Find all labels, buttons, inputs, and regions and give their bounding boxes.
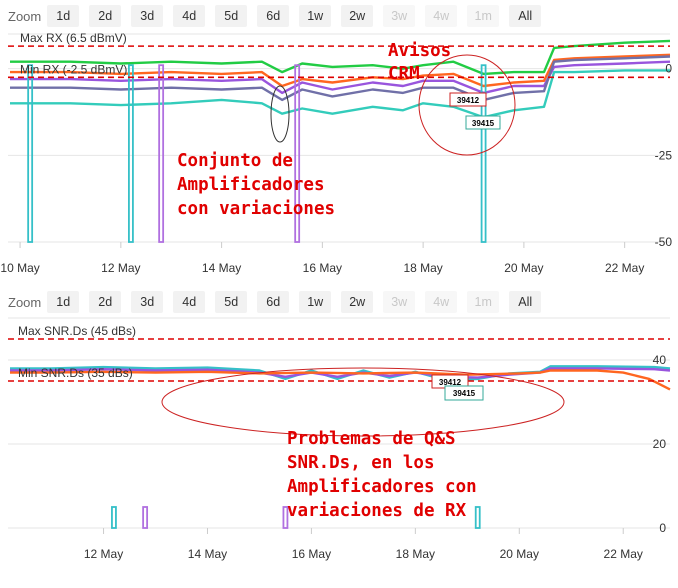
drop-line bbox=[282, 506, 289, 529]
zoom-bar-bottom: Zoom 1d 2d 3d 4d 5d 6d 1w 2w 3w 4w 1m All bbox=[0, 290, 551, 314]
threshold-label: Min RX (-2.5 dBmV) bbox=[20, 62, 127, 76]
x-tick-label: 10 May bbox=[0, 261, 39, 275]
zoom-button-4w: 4w bbox=[425, 5, 458, 27]
drop-line bbox=[111, 506, 117, 529]
tag-39412-snr: 39412 bbox=[431, 374, 469, 389]
note-conjunto-2: Amplificadores bbox=[177, 175, 325, 195]
series-slate-line bbox=[10, 55, 671, 102]
series-orange-line bbox=[10, 369, 671, 391]
snr-chart: Max SNR.Ds (45 dBs) Min SNR.Ds (35 dBs) 4… bbox=[8, 317, 671, 561]
svg-text:39412: 39412 bbox=[457, 96, 480, 105]
zoom-button-5d[interactable]: 5d bbox=[215, 291, 248, 313]
crm-circle bbox=[418, 54, 516, 156]
note-problemas-2: SNR.Ds, en los bbox=[287, 453, 435, 473]
zoom-button-1w[interactable]: 1w bbox=[299, 5, 332, 27]
note-problemas-4: variaciones de RX bbox=[287, 501, 467, 521]
zoom-button-3d[interactable]: 3d bbox=[131, 5, 164, 27]
zoom-button-2d[interactable]: 2d bbox=[89, 5, 122, 27]
drop-line bbox=[294, 64, 301, 243]
y-tick-label: -25 bbox=[655, 148, 673, 162]
tag-39415: 39415 bbox=[465, 115, 501, 130]
note-problemas-1: Problemas de Q&S bbox=[287, 429, 456, 449]
note-conjunto-1: Conjunto de bbox=[177, 151, 293, 171]
amp-ellipse bbox=[270, 85, 290, 143]
rx-chart: Max RX (6.5 dBmV) Min RX (-2.5 dBmV) 0 -25… bbox=[0, 31, 673, 275]
zoom-button-5d[interactable]: 5d bbox=[215, 5, 248, 27]
x-tick-label: 16 May bbox=[303, 261, 342, 275]
zoom-button-2d[interactable]: 2d bbox=[89, 291, 122, 313]
x-tick-label: 22 May bbox=[604, 547, 643, 561]
zoom-label: Zoom bbox=[8, 8, 42, 24]
x-tick-label: 16 May bbox=[292, 547, 331, 561]
tag-39415-snr: 39415 bbox=[444, 385, 484, 401]
drop-line bbox=[128, 64, 134, 243]
zoom-button-3w: 3w bbox=[383, 5, 416, 27]
y-tick-label: 0 bbox=[659, 521, 666, 535]
drop-line bbox=[142, 506, 149, 529]
note-conjunto-3: con variaciones bbox=[177, 199, 335, 219]
snr-problem-ellipse bbox=[161, 367, 565, 437]
zoom-button-1m: 1m bbox=[467, 5, 500, 27]
zoom-bar-top: Zoom 1d 2d 3d 4d 5d 6d 1w 2w 3w 4w 1m All bbox=[0, 4, 551, 28]
threshold-label: Min SNR.Ds (35 dBs) bbox=[18, 366, 133, 380]
svg-text:39415: 39415 bbox=[453, 389, 476, 398]
x-tick-label: 18 May bbox=[396, 547, 435, 561]
zoom-button-6d[interactable]: 6d bbox=[257, 5, 290, 27]
x-tick-label: 22 May bbox=[605, 261, 644, 275]
drop-line bbox=[474, 506, 481, 529]
zoom-button-1w[interactable]: 1w bbox=[299, 291, 332, 313]
svg-text:39412: 39412 bbox=[439, 378, 462, 387]
y-tick-label: -50 bbox=[655, 235, 673, 249]
zoom-button-1d[interactable]: 1d bbox=[47, 291, 80, 313]
zoom-button-3d[interactable]: 3d bbox=[131, 291, 164, 313]
x-tick-label: 18 May bbox=[403, 261, 442, 275]
zoom-label: Zoom bbox=[8, 294, 42, 310]
x-tick-label: 12 May bbox=[84, 547, 123, 561]
zoom-button-1d[interactable]: 1d bbox=[47, 5, 80, 27]
zoom-button-all[interactable]: All bbox=[509, 5, 542, 27]
threshold-label: Max SNR.Ds (45 dBs) bbox=[18, 324, 136, 338]
x-tick-label: 14 May bbox=[202, 261, 241, 275]
series-green-line bbox=[10, 39, 671, 76]
zoom-button-6d[interactable]: 6d bbox=[257, 291, 290, 313]
y-tick-label: 40 bbox=[653, 353, 667, 367]
drop-line bbox=[480, 64, 487, 243]
zoom-button-2w[interactable]: 2w bbox=[341, 291, 374, 313]
zoom-button-4w: 4w bbox=[425, 291, 458, 313]
note-problemas-3: Amplificadores con bbox=[287, 477, 477, 497]
threshold-label: Max RX (6.5 dBmV) bbox=[20, 31, 127, 45]
zoom-button-1m: 1m bbox=[467, 291, 500, 313]
zoom-button-2w[interactable]: 2w bbox=[341, 5, 374, 27]
drop-line bbox=[158, 64, 165, 243]
zoom-button-4d[interactable]: 4d bbox=[173, 5, 206, 27]
y-tick-label: 0 bbox=[665, 62, 672, 76]
note-avisos-1: Avisos bbox=[388, 41, 451, 61]
drop-line bbox=[27, 64, 34, 243]
x-tick-label: 20 May bbox=[500, 547, 539, 561]
x-tick-label: 12 May bbox=[101, 261, 140, 275]
zoom-button-4d[interactable]: 4d bbox=[173, 291, 206, 313]
zoom-button-3w: 3w bbox=[383, 291, 416, 313]
tag-39412: 39412 bbox=[449, 92, 487, 107]
y-tick-label: 20 bbox=[653, 437, 667, 451]
svg-text:39415: 39415 bbox=[472, 119, 495, 128]
x-tick-label: 20 May bbox=[504, 261, 543, 275]
x-tick-label: 14 May bbox=[188, 547, 227, 561]
note-avisos-2: CRM bbox=[388, 64, 420, 84]
zoom-button-all[interactable]: All bbox=[509, 291, 542, 313]
